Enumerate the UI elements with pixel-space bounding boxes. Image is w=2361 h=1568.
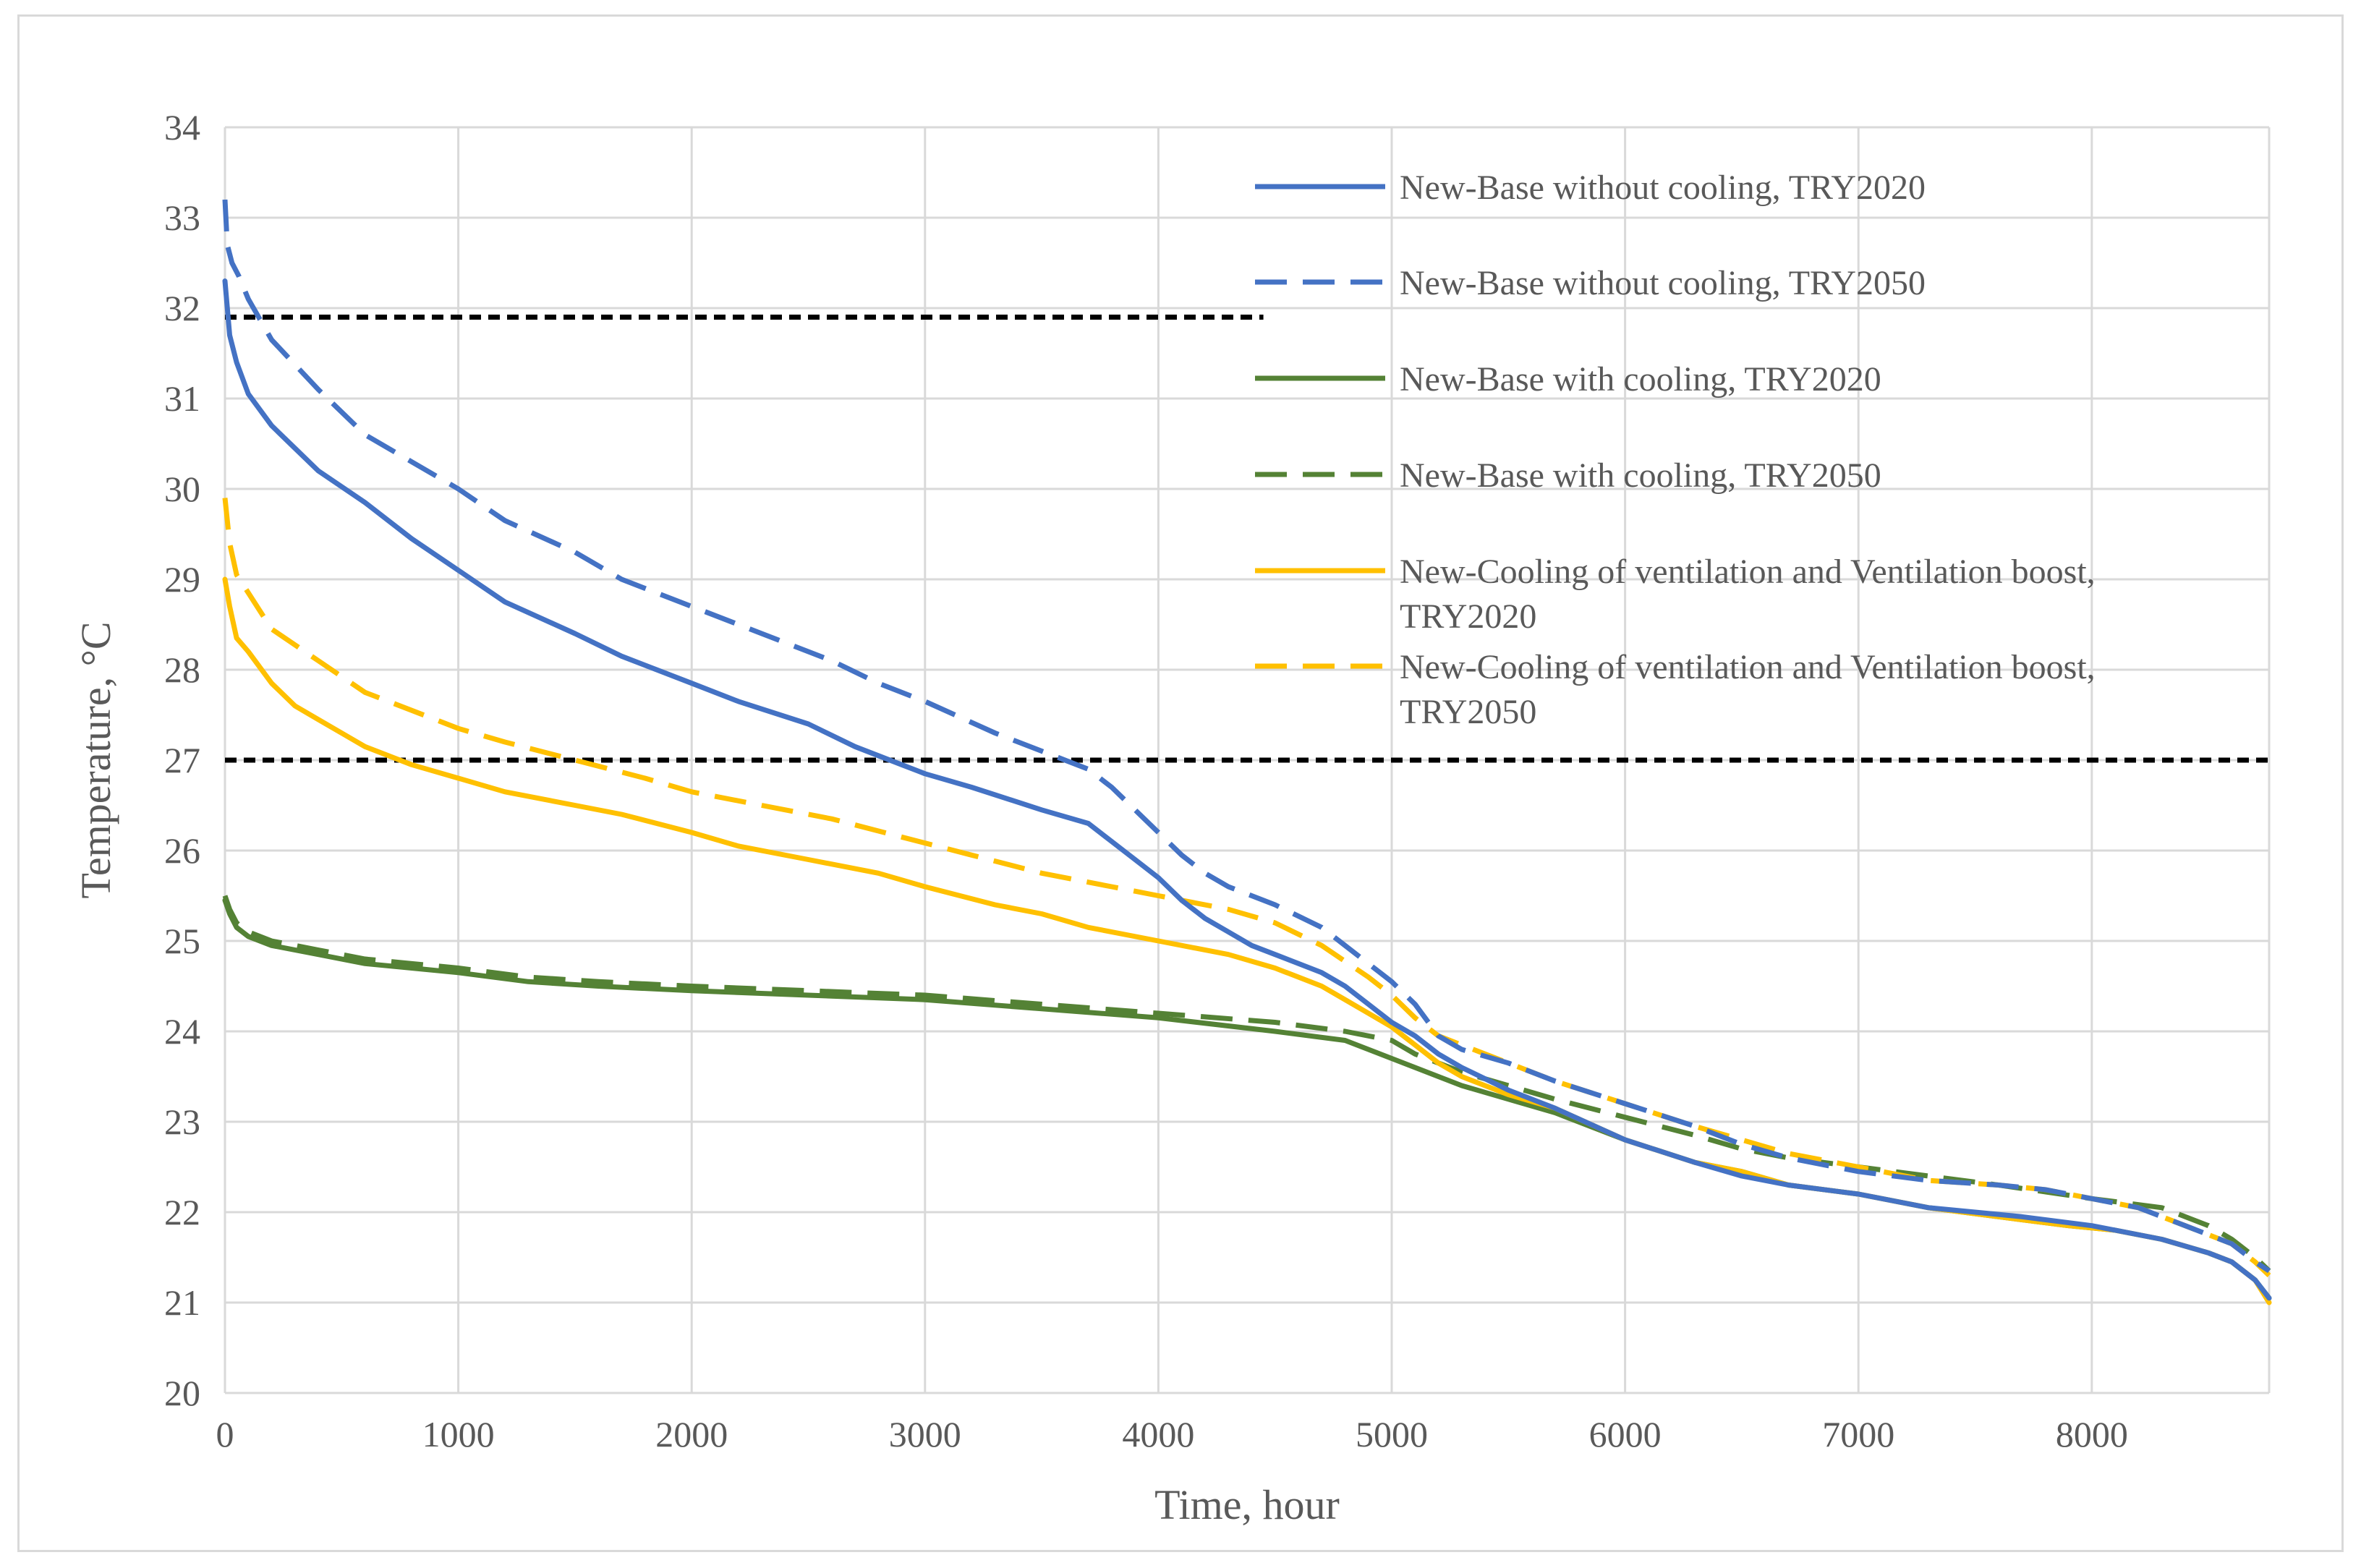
y-tick-label: 31 (164, 378, 200, 419)
y-tick-label: 34 (164, 107, 200, 148)
y-tick-label: 25 (164, 921, 200, 961)
y-tick-label: 28 (164, 649, 200, 690)
x-tick-label: 8000 (2056, 1414, 2128, 1454)
y-axis-title: Temperature, °C (72, 621, 119, 898)
y-tick-label: 33 (164, 197, 200, 238)
y-tick-label: 27 (164, 740, 200, 780)
legend-label-3: New-Base with cooling, TRY2020 (1400, 360, 1881, 399)
y-tick-label: 24 (164, 1011, 200, 1052)
legend-label-2: New-Base without cooling, TRY2050 (1400, 264, 1926, 302)
y-tick-label: 21 (164, 1282, 200, 1323)
legend-label-5: New-Cooling of ventilation and Ventilati… (1400, 553, 2096, 591)
y-tick-label: 22 (164, 1192, 200, 1232)
legend-label-6: TRY2050 (1400, 693, 1536, 731)
y-tick-label: 20 (164, 1373, 200, 1413)
legend-label-4: New-Base with cooling, TRY2050 (1400, 456, 1881, 495)
x-tick-label: 0 (216, 1414, 234, 1454)
tick-labels: 20 21 22 23 24 25 26 27 28 29 30 31 32 33 34 0 1000 2000 3… (164, 107, 2128, 1454)
y-tick-label: 29 (164, 559, 200, 600)
series-lines (222, 199, 2272, 1305)
y-tick-label: 26 (164, 830, 200, 871)
x-tick-label: 6000 (1589, 1414, 1662, 1454)
y-tick-label: 23 (164, 1102, 200, 1142)
x-axis-title: Time, hour (1154, 1481, 1340, 1528)
legend-label-1: New-Base without cooling, TRY2020 (1400, 169, 1926, 207)
x-tick-label: 7000 (1822, 1414, 1894, 1454)
x-tick-label: 1000 (422, 1414, 495, 1454)
y-tick-label: 32 (164, 288, 200, 328)
legend: New-Base without cooling, TRY2020 New-Bas… (1255, 169, 2096, 731)
legend-label-6: New-Cooling of ventilation and Ventilati… (1400, 648, 2096, 686)
legend-label-5: TRY2020 (1400, 597, 1536, 636)
chart-frame (17, 14, 2344, 1552)
x-tick-label: 3000 (889, 1414, 961, 1454)
series-line-6 (222, 498, 2271, 1278)
reference-lines (225, 315, 2269, 763)
x-tick-label: 5000 (1356, 1414, 1428, 1454)
x-tick-label: 2000 (655, 1414, 728, 1454)
series-line-2 (222, 199, 2271, 1274)
series-line-1 (222, 278, 2272, 1301)
x-tick-label: 4000 (1122, 1414, 1194, 1454)
y-tick-label: 30 (164, 469, 200, 509)
